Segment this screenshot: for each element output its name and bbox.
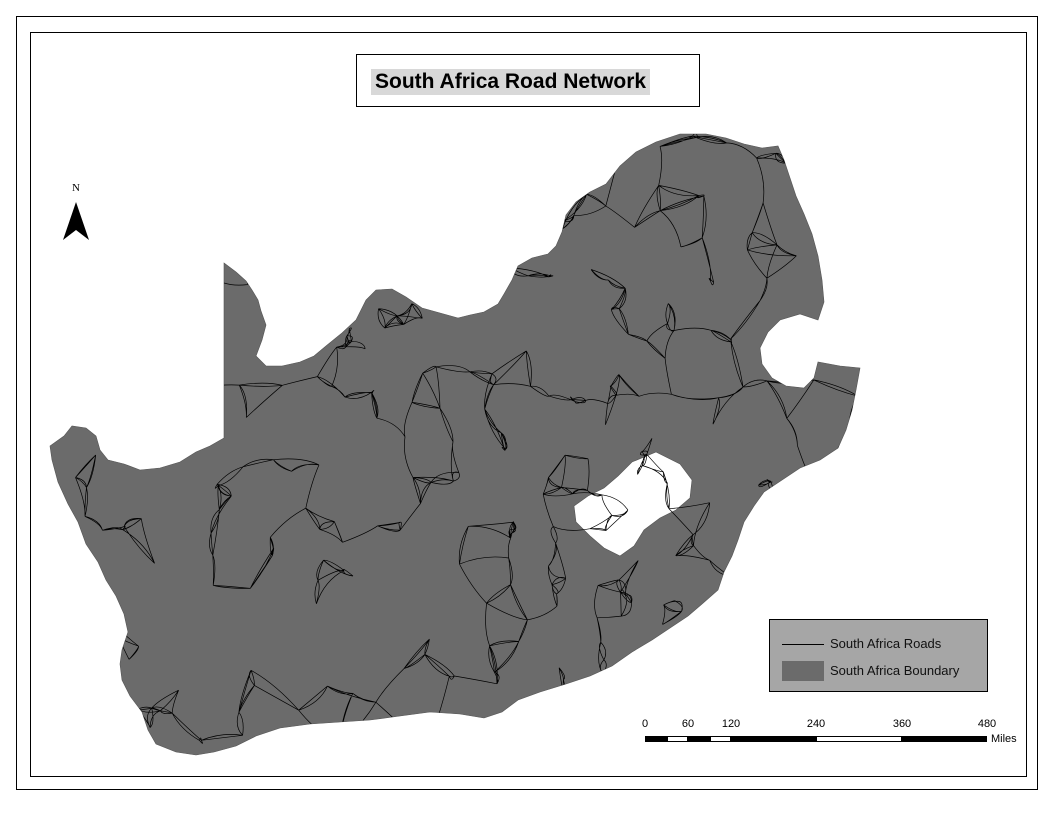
map-frame: [30, 32, 1027, 777]
scale-tick-60: 60: [681, 718, 695, 730]
road-line-symbol: [782, 644, 824, 645]
north-arrow: N: [58, 182, 94, 244]
map-title: South Africa Road Network: [371, 69, 651, 95]
scale-tick-240: 240: [806, 718, 826, 730]
scale-unit: Miles: [991, 733, 1017, 745]
scale-segment: [667, 736, 688, 742]
legend-label-boundary: South Africa Boundary: [830, 663, 960, 678]
scale-segment: [902, 736, 987, 742]
north-arrow-icon: [63, 202, 89, 240]
scale-segment: [816, 736, 902, 742]
scale-segment: [688, 736, 710, 742]
scale-tick-0: 0: [641, 718, 649, 730]
north-label: N: [72, 182, 80, 194]
legend-label-roads: South Africa Roads: [830, 636, 942, 651]
scale-segment: [645, 736, 667, 742]
scale-segment: [710, 736, 731, 742]
legend: South Africa Roads South Africa Boundary: [769, 619, 988, 692]
legend-item-boundary: South Africa Boundary: [782, 661, 982, 681]
scale-bar: 0 60 120 240 360 480 Miles: [636, 716, 1036, 756]
scale-tick-120: 120: [721, 718, 741, 730]
scale-segment: [731, 736, 816, 742]
south-africa-boundary: [49, 133, 861, 756]
scale-tick-480: 480: [977, 718, 997, 730]
scale-tick-360: 360: [892, 718, 912, 730]
legend-item-roads: South Africa Roads: [782, 634, 982, 654]
boundary-polygon-symbol: [782, 661, 824, 681]
page-frame: [16, 16, 1038, 790]
map-title-box: South Africa Road Network: [356, 54, 700, 107]
